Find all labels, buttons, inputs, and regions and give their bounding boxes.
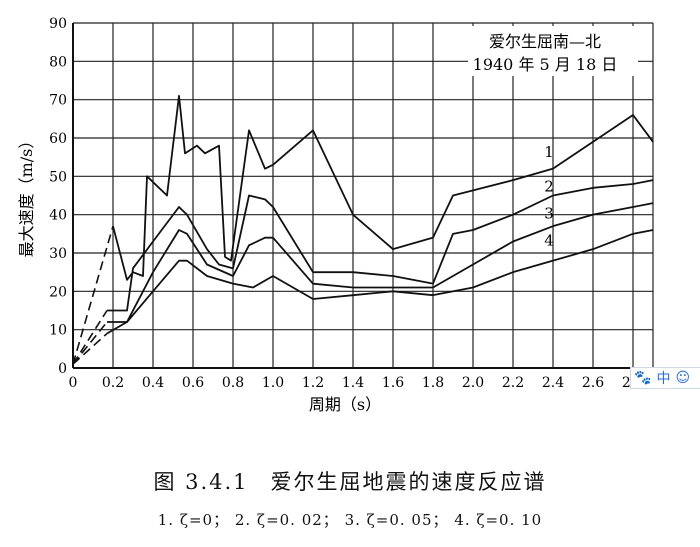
x-tick-label: 1.8 [422,375,444,391]
x-tick-label: 1.6 [382,375,404,391]
y-tick-label: 50 [49,169,67,185]
x-tick-label: 2.4 [542,375,564,391]
y-tick-label: 60 [49,131,67,147]
x-tick-label: 2.2 [502,375,524,391]
figure-caption: 图 3.4.1 爱尔生屈地震的速度反应谱 [0,466,700,496]
y-tick-label: 70 [49,93,67,109]
tick-labels: 0 0.2 0.4 0.6 0.8 1.0 1.2 1.4 1.6 1.8 2.0 2.2 2.4 2.6… [49,16,644,391]
series-3-line [107,202,654,323]
series-1-dashed-segment [72,225,114,365]
x-tick-label: 0 [69,375,78,391]
series-4-dashed-segment [72,332,108,365]
x-tick-label: 2.6 [582,375,604,391]
input-method-toolbar: 🐾 中 ☺ [630,367,700,389]
series-4-label: 4 [544,231,554,249]
figure-legend-line: 1. ζ=0； 2. ζ=0. 02； 3. ζ=0. 05； 4. ζ=0. … [157,511,543,529]
series-2-label: 2 [544,178,554,196]
y-tick-label: 90 [49,16,67,32]
series-1-line [112,94,654,281]
velocity-spectrum-chart: 0 0.2 0.4 0.6 0.8 1.0 1.2 1.4 1.6 1.8 2.0 2.2 2.4 2.6… [17,16,654,414]
x-tick-label: 0.2 [102,375,124,391]
language-toggle[interactable]: 中 [656,371,671,387]
x-tick-label: 0.4 [142,375,164,391]
series-lines [72,94,654,365]
series-labels: 1 2 3 4 [544,143,554,249]
y-tick-label: 10 [49,323,67,339]
series-3-dashed-segment [72,321,108,365]
series-3-label: 3 [544,205,554,223]
y-tick-label: 0 [58,361,67,377]
figure-number: 图 3.4.1 [153,470,249,494]
x-tick-label: 2.0 [462,375,484,391]
y-tick-label: 40 [49,208,67,224]
chart-title-box: 爱尔生屈南—北 1940 年 5 月 18 日 [468,26,638,76]
y-tick-label: 20 [49,284,67,300]
chart-title-line-2: 1940 年 5 月 18 日 [473,55,618,74]
x-tick-label: 0.8 [222,375,244,391]
y-tick-label: 30 [49,246,67,262]
chart-title-line-1: 爱尔生屈南—北 [489,32,601,51]
series-2-dashed-segment [72,310,108,365]
figure-title: 爱尔生屈地震的速度反应谱 [270,470,547,494]
x-tick-label: 1.2 [302,375,324,391]
series-4-line [106,229,654,335]
x-tick-label: 1.0 [262,375,284,391]
series-2-line [107,179,654,312]
x-axis-label: 周期（s） [309,395,381,414]
x-tick-label: 1.4 [342,375,364,391]
paw-icon[interactable]: 🐾 [634,370,652,386]
series-1-label: 1 [544,143,554,161]
smile-icon[interactable]: ☺ [675,370,691,386]
y-tick-label: 80 [49,54,67,70]
x-tick-label: 0.6 [182,375,204,391]
y-axis-label: 最大速度（m/s） [17,133,36,258]
